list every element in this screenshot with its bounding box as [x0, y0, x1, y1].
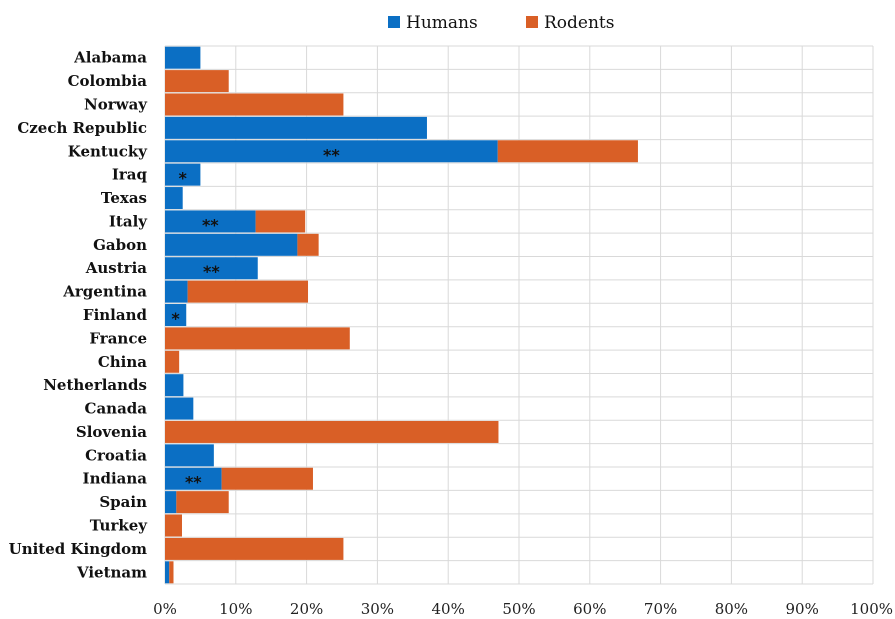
- bar-rodents: [169, 561, 174, 584]
- x-tick-label: 0%: [153, 600, 177, 618]
- significance-annotation: *: [179, 169, 188, 188]
- category-label: Spain: [99, 493, 147, 511]
- significance-annotation: **: [202, 215, 219, 234]
- bar-humans: [165, 374, 184, 397]
- x-tick-label: 80%: [715, 600, 748, 618]
- category-label: Czech Republic: [17, 119, 147, 137]
- category-label: Indiana: [83, 470, 148, 488]
- category-label: Vietnam: [76, 563, 147, 581]
- bars: [165, 46, 638, 584]
- x-tick-labels: 0% 10% 20% 30% 40% 50% 60% 70% 80% 90% 100%: [153, 600, 893, 618]
- bar-rodents: [165, 537, 344, 560]
- bar-humans: [165, 280, 188, 303]
- x-tick-label: 30%: [361, 600, 394, 618]
- bar-rodents: [297, 233, 319, 256]
- category-label: Iraq: [112, 166, 148, 184]
- category-label: Colombia: [68, 72, 148, 90]
- bar-rodents: [165, 93, 344, 116]
- category-label: Croatia: [85, 446, 147, 464]
- x-tick-label: 70%: [644, 600, 677, 618]
- bar-humans: [165, 140, 498, 163]
- bar-humans: [165, 163, 201, 186]
- bar-humans: [165, 46, 201, 69]
- bar-rodents: [255, 210, 306, 233]
- category-label: Argentina: [62, 283, 147, 301]
- significance-annotation: **: [185, 473, 202, 492]
- category-label: Slovenia: [76, 423, 147, 441]
- bar-rodents: [176, 491, 229, 514]
- bar-humans: [165, 444, 214, 467]
- x-tick-label: 90%: [786, 600, 819, 618]
- category-label: Kentucky: [68, 142, 149, 160]
- x-tick-label: 100%: [850, 600, 893, 618]
- category-labels: Alabama Colombia Norway Czech Republic Kentu…: [9, 49, 149, 582]
- bar-humans: [165, 116, 427, 139]
- x-tick-label: 60%: [573, 600, 606, 618]
- category-label: United Kingdom: [9, 540, 147, 558]
- bar-rodents: [165, 420, 499, 443]
- category-label: Netherlands: [43, 376, 147, 394]
- bar-rodents: [497, 140, 638, 163]
- significance-annotation: **: [323, 145, 340, 164]
- bar-rodents: [165, 514, 182, 537]
- bar-humans: [165, 467, 222, 490]
- bar-humans: [165, 561, 170, 584]
- bar-rodents: [165, 70, 229, 93]
- bar-rodents: [187, 280, 309, 303]
- category-label: Austria: [85, 259, 148, 277]
- legend-label-humans: Humans: [406, 13, 478, 33]
- legend-swatch-rodents: [526, 16, 538, 28]
- bar-rodents: [165, 327, 350, 350]
- category-label: Gabon: [93, 236, 147, 254]
- category-label: Norway: [84, 95, 148, 113]
- x-tick-label: 20%: [290, 600, 323, 618]
- bar-humans: [165, 304, 187, 326]
- category-label: Finland: [83, 306, 148, 324]
- x-tick-label: 10%: [219, 600, 252, 618]
- gridlines: [164, 45, 874, 585]
- bar-humans: [165, 491, 177, 514]
- bar-humans: [165, 187, 183, 210]
- significance-annotation: *: [171, 309, 180, 328]
- x-tick-label: 50%: [502, 600, 535, 618]
- bar-humans: [165, 257, 258, 280]
- category-label: Texas: [101, 189, 147, 207]
- category-label: Italy: [109, 212, 148, 230]
- annotations: **********: [171, 145, 340, 491]
- bar-humans: [165, 210, 256, 233]
- category-label: Alabama: [73, 49, 147, 67]
- bar-humans: [165, 397, 194, 420]
- bar-rodents: [165, 350, 180, 373]
- legend-swatch-humans: [388, 16, 400, 28]
- legend-label-rodents: Rodents: [544, 13, 614, 33]
- category-label: Canada: [85, 400, 148, 418]
- x-tick-label: 40%: [432, 600, 465, 618]
- category-label: France: [89, 329, 147, 347]
- bar-rodents: [221, 467, 313, 490]
- legend: Humans Rodents: [388, 13, 614, 33]
- significance-annotation: **: [203, 262, 220, 281]
- category-label: Turkey: [90, 517, 149, 535]
- bar-humans: [165, 233, 298, 256]
- category-label: China: [98, 353, 147, 371]
